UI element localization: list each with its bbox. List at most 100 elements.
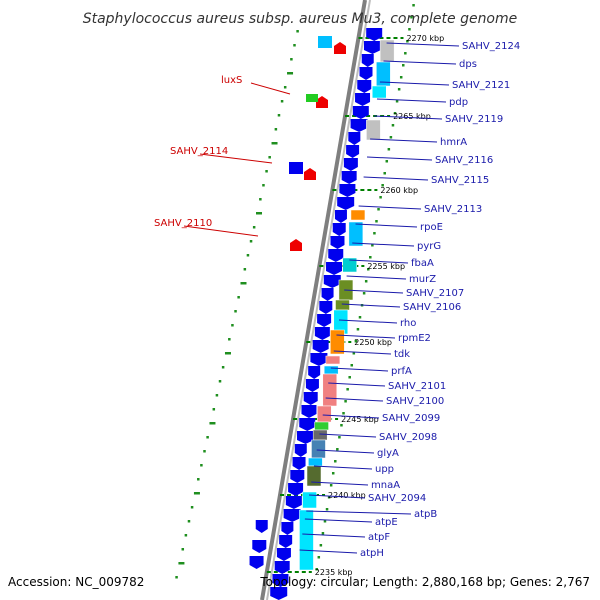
gene-block [311, 439, 326, 459]
ring-dot [340, 424, 343, 427]
gene-label: mnaA [371, 480, 400, 491]
ring-dot [336, 448, 339, 451]
ring-dot [377, 208, 380, 211]
ring-dot [252, 226, 256, 229]
gene-arrow [252, 540, 267, 553]
gene-arrow [288, 483, 304, 496]
gene-arrow [352, 106, 369, 119]
gene-arrow [359, 67, 373, 80]
gene-label: SAHV_2094 [368, 493, 426, 504]
ring-dot [246, 254, 250, 257]
ring-dot [175, 576, 178, 579]
ring-dot [249, 240, 253, 243]
leader-line [346, 275, 407, 280]
ring-dot [321, 532, 325, 535]
leader-line [299, 549, 358, 554]
ring-dot [193, 492, 200, 495]
ring-dot [352, 352, 356, 355]
ring-dot [362, 292, 366, 295]
leader-line [363, 176, 429, 181]
ring-dot [369, 256, 372, 259]
gene-block [330, 329, 345, 355]
gene-label: atpF [368, 532, 390, 543]
ring-dot [389, 136, 393, 139]
leader-line [366, 156, 433, 161]
gene-block [366, 119, 381, 141]
leader-line [370, 138, 438, 143]
leader-line [325, 397, 384, 402]
leader-line [199, 153, 273, 164]
gene-label: SAHV_2110 [154, 218, 212, 229]
gene-arrow [310, 353, 328, 366]
ring-dot [348, 376, 351, 379]
gene-arrow [321, 288, 334, 301]
ring-dot [271, 142, 278, 145]
gene-arrow [334, 210, 347, 223]
ring-dot [212, 408, 216, 411]
leader-line [352, 242, 415, 247]
leader-line [358, 205, 422, 210]
ring-dot [290, 58, 293, 61]
gene-label: upp [375, 464, 394, 475]
leader-line [304, 518, 373, 523]
ring-dot [397, 88, 401, 91]
leader-line [349, 259, 409, 264]
ring-dot [287, 72, 294, 75]
ring-dot [280, 100, 284, 103]
ring-dot [209, 422, 216, 425]
gene-label: hmrA [440, 137, 467, 148]
ring-dot [406, 40, 409, 43]
ring-dot [373, 232, 376, 235]
gene-arrow [317, 314, 332, 327]
leader-line [308, 494, 366, 499]
gene-block [342, 257, 357, 273]
gene-block [289, 162, 303, 174]
leader-line [383, 60, 457, 65]
ring-dot [350, 364, 354, 367]
ring-dot [237, 296, 240, 299]
map-title: Staphylococcus aureus subsp. aureus Mu3,… [83, 11, 518, 27]
ring-dot [231, 324, 234, 327]
gene-features [249, 28, 395, 600]
ring-dot [200, 464, 203, 467]
ring-dot [364, 280, 368, 283]
label-leader-lines [183, 42, 460, 554]
gene-arrow [319, 301, 333, 314]
gene-arrow [299, 418, 316, 431]
ring-dot [283, 86, 287, 89]
ring-dot [197, 478, 200, 481]
gene-arrow [283, 509, 301, 522]
ring-dot [387, 148, 391, 151]
leader-line [183, 225, 259, 237]
gene-arrow [301, 405, 317, 418]
ring-dot [268, 156, 271, 159]
ring-dot [344, 400, 347, 403]
gene-arrow [294, 444, 307, 457]
gene-block [335, 299, 350, 311]
ring-dot [338, 436, 341, 439]
ring-dot [393, 112, 397, 115]
gene-label: fbaA [411, 258, 434, 269]
gene-label: SAHV_2121 [452, 80, 510, 91]
kbp-tick-label: 2250 kbp [354, 338, 392, 347]
leader-line [379, 81, 450, 86]
ring-dot [256, 212, 263, 215]
gene-block [322, 373, 338, 407]
ring-dot [381, 184, 384, 187]
ring-dot [296, 30, 299, 33]
leader-line [336, 334, 396, 339]
gene-arrow [308, 366, 321, 379]
ring-dot [206, 436, 209, 439]
ring-dot [342, 412, 345, 415]
gene-arrow [272, 574, 289, 587]
gene-block [314, 421, 329, 431]
gene-label: SAHV_2115 [431, 175, 489, 186]
gene-arrow [274, 561, 290, 574]
gene-label: luxS [221, 75, 242, 86]
gene-arrow [305, 379, 319, 392]
leader-line [339, 319, 398, 324]
ring-dot [410, 16, 413, 19]
ring-dot [385, 160, 389, 163]
gene-block [306, 94, 318, 102]
